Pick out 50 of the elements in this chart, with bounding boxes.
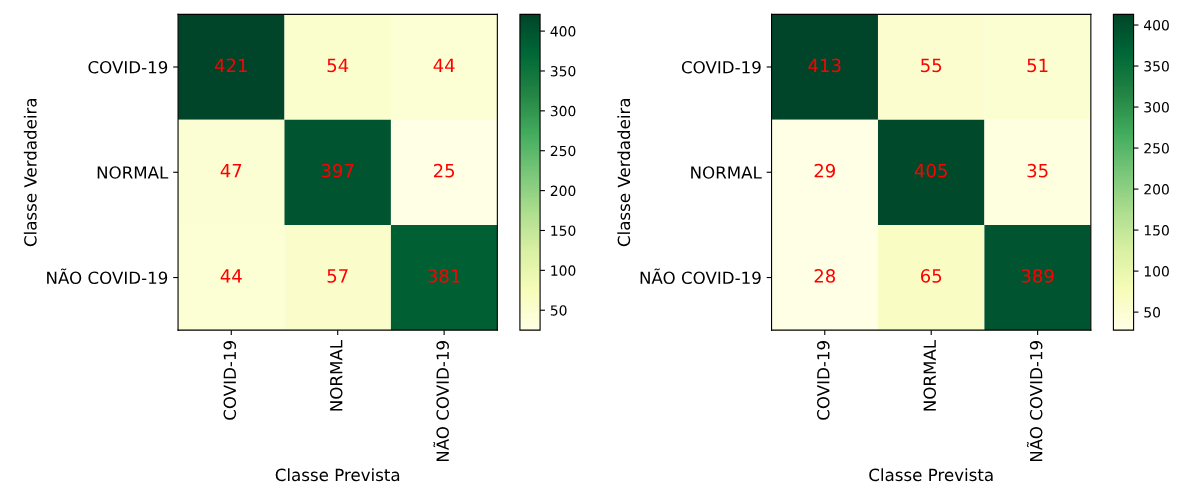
color-bar-label: 400 <box>550 26 576 37</box>
data-label: 44 <box>433 58 455 72</box>
data-label: 57 <box>327 269 348 283</box>
color-bar-label: 150 <box>1144 225 1169 236</box>
y-tick-label: NÃO COVID-19 <box>47 268 168 285</box>
color-bar-label: 300 <box>550 105 576 117</box>
data-label: 421 <box>214 58 247 72</box>
data-label: 397 <box>321 163 354 178</box>
y-tick-label: COVID-19 <box>88 60 168 74</box>
x-tick-label: NÃO COVID-19 <box>433 341 449 462</box>
x-tick-label: NÃO COVID-19 <box>1026 341 1043 462</box>
color-bar-label: 200 <box>1144 184 1169 195</box>
color-bar-label: 100 <box>1144 266 1169 277</box>
x-tick-label: COVID-19 <box>223 341 237 420</box>
data-label: 44 <box>220 269 242 283</box>
y-tick-label: NÃO COVID-19 <box>640 268 761 285</box>
color-bar-label: 250 <box>550 145 576 157</box>
data-label: 405 <box>914 163 947 178</box>
x-tick-label: NORMAL <box>923 339 937 411</box>
color-bar-label: 350 <box>1144 61 1169 72</box>
data-label: 381 <box>428 269 460 283</box>
color-bar-label: 50 <box>1144 307 1161 318</box>
color-bar-label: 200 <box>550 185 576 197</box>
x-axis-title: Classe Prevista <box>869 468 993 482</box>
y-axis-title: Classe Verdadeira <box>617 98 631 247</box>
y-axis-title: Classe Verdadeira <box>23 98 37 247</box>
color-bar-label: 100 <box>551 265 576 276</box>
x-tick-label: NORMAL <box>329 339 343 411</box>
color-bar-label: 400 <box>1143 19 1169 31</box>
color-bar-label: 150 <box>551 225 576 236</box>
data-label: 55 <box>921 58 942 73</box>
data-label: 25 <box>433 163 455 178</box>
data-label: 29 <box>814 163 835 178</box>
y-tick-label: NORMAL <box>691 166 762 179</box>
x-tick-label: COVID-19 <box>817 341 830 420</box>
data-label: 35 <box>1027 163 1048 178</box>
color-bar-label: 300 <box>1144 102 1169 113</box>
data-label: 47 <box>220 164 242 178</box>
data-label: 28 <box>814 269 836 283</box>
data-label: 413 <box>808 58 841 73</box>
x-axis-title: Classe Prevista <box>275 468 400 482</box>
y-tick-label: COVID-19 <box>681 60 761 74</box>
data-label: 389 <box>1021 269 1054 283</box>
color-bar-label: 250 <box>1144 143 1169 154</box>
data-label: 54 <box>327 58 349 73</box>
data-label: 51 <box>1027 58 1048 73</box>
data-label: 65 <box>920 269 942 283</box>
color-bar-label: 350 <box>550 65 576 77</box>
y-tick-label: NORMAL <box>97 166 169 179</box>
color-bar-label: 50 <box>550 305 567 316</box>
